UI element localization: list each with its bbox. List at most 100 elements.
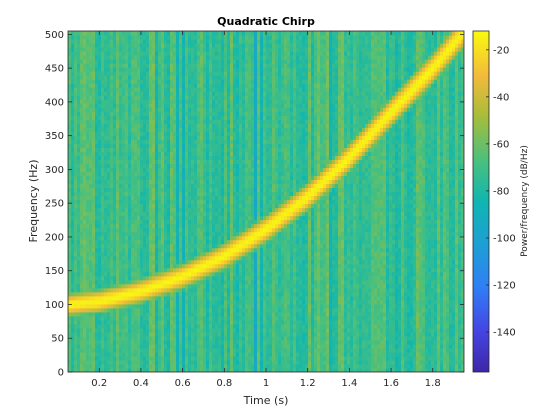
heatmap-cell: [143, 119, 147, 124]
heatmap-cell: [134, 275, 138, 281]
heatmap-cell: [137, 59, 141, 64]
heatmap-cell: [92, 127, 96, 132]
heatmap-cell: [101, 211, 105, 217]
heatmap-cell: [74, 347, 78, 353]
heatmap-cell: [146, 171, 150, 177]
heatmap-cell: [77, 339, 81, 345]
heatmap-cell: [140, 63, 144, 68]
heatmap-cell: [140, 67, 144, 72]
heatmap-cell: [101, 99, 105, 104]
heatmap-cell: [140, 91, 144, 96]
heatmap-cell: [95, 115, 99, 120]
heatmap-cell: [71, 315, 75, 321]
heatmap-cell: [95, 351, 99, 357]
heatmap-cell: [92, 95, 96, 100]
heatmap-cell: [125, 107, 129, 112]
heatmap-cell: [80, 215, 84, 221]
heatmap-cell: [113, 39, 117, 44]
heatmap-cell: [77, 355, 81, 361]
heatmap-cell: [137, 123, 141, 128]
heatmap-cell: [71, 323, 75, 329]
heatmap-cell: [143, 259, 147, 265]
heatmap-cell: [89, 51, 93, 56]
heatmap-cell: [131, 39, 135, 44]
heatmap-cell: [128, 159, 132, 164]
heatmap-cell: [95, 131, 99, 136]
heatmap-cell: [128, 195, 132, 201]
heatmap-cell: [110, 211, 114, 217]
heatmap-cell: [107, 79, 111, 84]
heatmap-cell: [83, 167, 87, 173]
heatmap-cell: [146, 103, 150, 108]
heatmap-cell: [137, 215, 141, 221]
heatmap-cell: [137, 191, 141, 197]
heatmap-cell: [143, 247, 147, 253]
heatmap-cell: [68, 339, 72, 345]
heatmap-cell: [83, 239, 87, 245]
heatmap-cell: [113, 171, 117, 177]
heatmap-cell: [134, 231, 138, 237]
heatmap-cell: [74, 187, 78, 193]
heatmap-cell: [92, 255, 96, 261]
heatmap-cell: [107, 59, 111, 64]
heatmap-cell: [77, 187, 81, 193]
heatmap-cell: [68, 367, 72, 372]
heatmap-cell: [131, 283, 135, 289]
heatmap-cell: [134, 295, 138, 301]
heatmap-cell: [131, 259, 135, 265]
heatmap-cell: [119, 203, 123, 209]
heatmap-cell: [71, 35, 75, 40]
heatmap-cell: [89, 171, 93, 177]
heatmap-cell: [80, 211, 84, 217]
heatmap-cell: [68, 331, 72, 337]
heatmap-cell: [74, 267, 78, 273]
heatmap-cell: [146, 119, 150, 124]
heatmap-cell: [107, 111, 111, 116]
heatmap-cell: [86, 279, 90, 285]
heatmap-cell: [122, 207, 126, 213]
heatmap-cell: [104, 267, 108, 273]
heatmap-cell: [146, 223, 150, 229]
heatmap-cell: [116, 367, 120, 372]
heatmap-cell: [80, 135, 84, 140]
heatmap-cell: [74, 183, 78, 189]
heatmap-cell: [140, 75, 144, 80]
heatmap-cell: [89, 227, 93, 233]
heatmap-cell: [134, 359, 138, 365]
heatmap-cell: [104, 151, 108, 156]
heatmap-cell: [68, 279, 72, 285]
heatmap-cell: [89, 135, 93, 140]
heatmap-cell: [110, 243, 114, 249]
heatmap-cell: [146, 183, 150, 189]
heatmap-cell: [95, 99, 99, 104]
heatmap-cell: [146, 107, 150, 112]
heatmap-cell: [116, 199, 120, 205]
heatmap-cell: [128, 55, 132, 60]
heatmap-cell: [146, 147, 150, 152]
heatmap-cell: [131, 79, 135, 84]
heatmap-cell: [140, 319, 144, 325]
heatmap-cell: [71, 167, 75, 173]
heatmap-cell: [113, 127, 117, 132]
heatmap-cell: [68, 143, 72, 148]
heatmap-cell: [134, 67, 138, 72]
heatmap-cell: [113, 367, 117, 372]
heatmap-cell: [80, 271, 84, 277]
heatmap-cell: [110, 39, 114, 44]
heatmap-cell: [89, 203, 93, 209]
heatmap-cell: [101, 35, 105, 40]
heatmap-cell: [74, 203, 78, 209]
heatmap-cell: [74, 367, 78, 372]
heatmap-cell: [116, 271, 120, 277]
heatmap-cell: [92, 47, 96, 52]
heatmap-cell: [71, 335, 75, 341]
heatmap-cell: [110, 295, 114, 301]
heatmap-cell: [116, 311, 120, 317]
heatmap-cell: [131, 271, 135, 277]
heatmap-cell: [125, 43, 129, 48]
heatmap-cell: [92, 227, 96, 233]
heatmap-cell: [128, 115, 132, 120]
heatmap-cell: [143, 123, 147, 128]
heatmap-cell: [95, 231, 99, 237]
heatmap-cell: [119, 231, 123, 237]
